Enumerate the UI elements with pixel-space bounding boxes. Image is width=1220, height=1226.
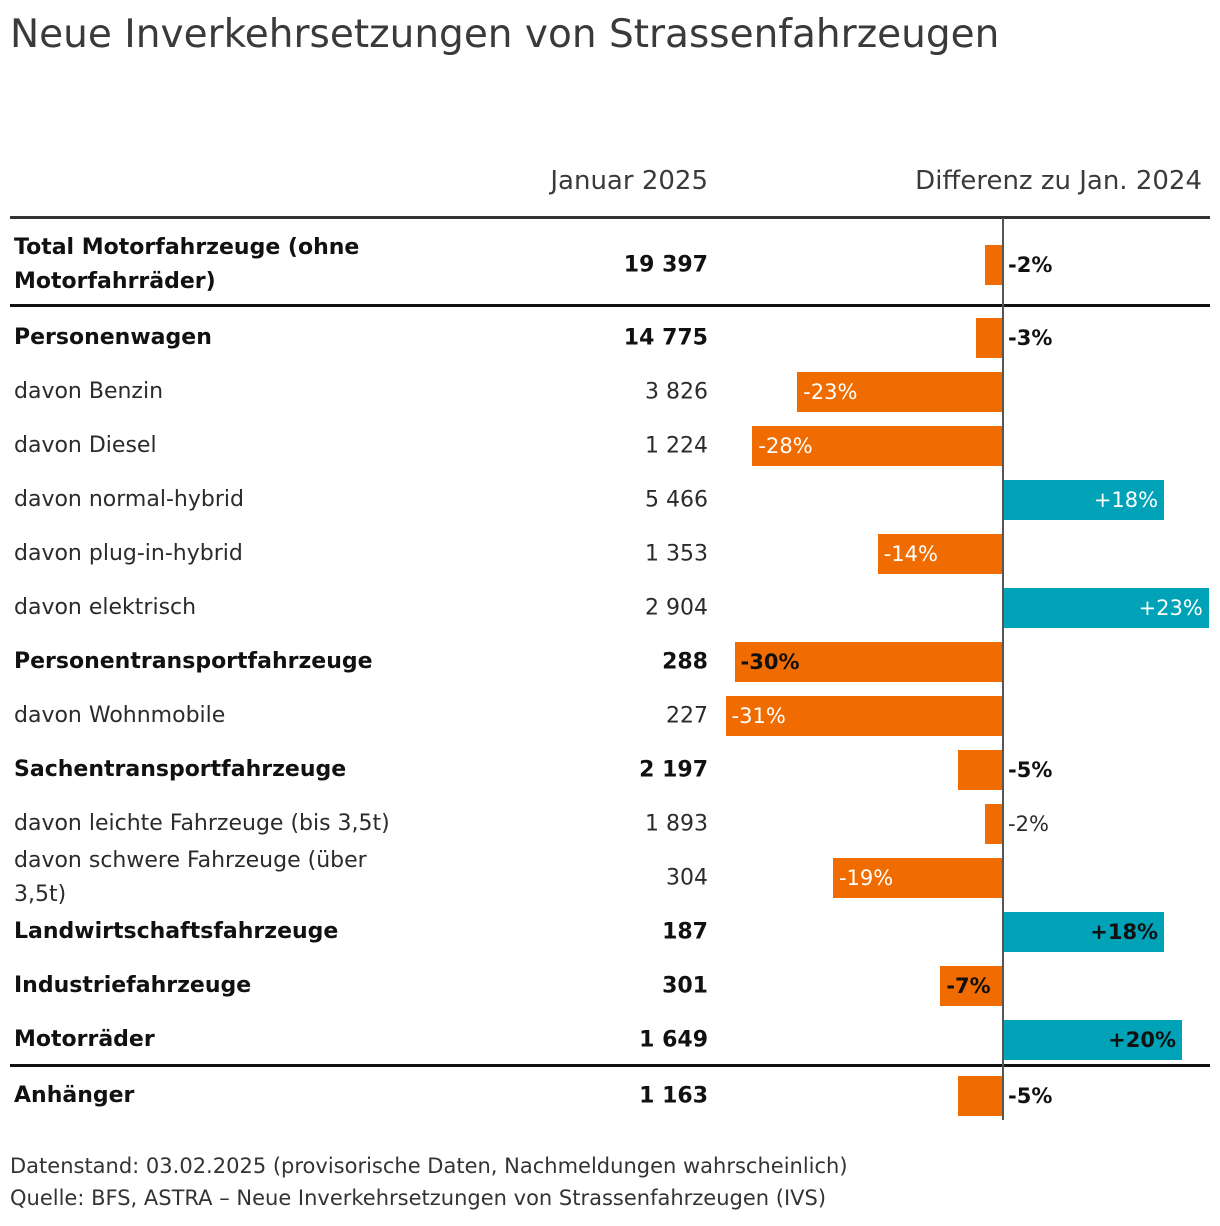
diff-label-total-motorfahrzeuge-ohne-motorfahrrader: -2% — [1008, 253, 1053, 277]
column-header-january-2025: Januar 2025 — [550, 166, 708, 196]
row-label: Landwirtschaftsfahrzeuge — [14, 919, 339, 944]
diff-bar-davon-wohnmobile — [725, 696, 1003, 736]
row-value: 3 826 — [645, 379, 708, 405]
row-value: 19 397 — [623, 252, 708, 278]
row-value: 2 197 — [639, 757, 708, 783]
row-value: 2 904 — [645, 595, 708, 621]
diff-label-davon-normal-hybrid: +18% — [1093, 488, 1159, 512]
row-label: Personenwagen — [14, 325, 212, 350]
zero-axis-line — [1002, 218, 1004, 1120]
row-davon-benzin: davon Benzin 3 826 -23% — [0, 365, 1220, 419]
row-davon-plug-in-hybrid: davon plug-in-hybrid 1 353 -14% — [0, 527, 1220, 581]
row-label: Total Motorfahrzeuge (ohne Motorfahrräde… — [14, 235, 360, 294]
diff-bar-davon-diesel — [752, 426, 1003, 466]
row-value: 1 224 — [645, 433, 708, 459]
diff-label-davon-wohnmobile: -31% — [731, 704, 786, 728]
diff-bar-personentransportfahrzeuge — [734, 642, 1003, 682]
row-landwirtschaftsfahrzeuge: Landwirtschaftsfahrzeuge 187 +18% — [0, 905, 1220, 959]
row-davon-diesel: davon Diesel 1 224 -28% — [0, 419, 1220, 473]
diff-bar-sachentransportfahrzeuge — [958, 750, 1003, 790]
diff-label-industriefahrzeuge: -7% — [946, 974, 991, 998]
row-davon-leichte-fahrzeuge-bis-3-5t: davon leichte Fahrzeuge (bis 3,5t) 1 893 -… — [0, 797, 1220, 851]
diff-bar-davon-normal-hybrid — [1003, 480, 1165, 520]
row-personenwagen: Personenwagen 14 775 -3% — [0, 311, 1220, 365]
row-motorrader: Motorräder 1 649 +20% — [0, 1013, 1220, 1067]
row-label: Industriefahrzeuge — [14, 973, 252, 998]
diff-label-landwirtschaftsfahrzeuge: +18% — [1090, 920, 1159, 944]
row-value: 1 353 — [645, 541, 708, 567]
row-industriefahrzeuge: Industriefahrzeuge 301 -7% — [0, 959, 1220, 1013]
diff-bar-landwirtschaftsfahrzeuge — [1003, 912, 1165, 952]
footer-source: Quelle: BFS, ASTRA – Neue Inverkehrsetzu… — [10, 1186, 827, 1210]
row-sachentransportfahrzeuge: Sachentransportfahrzeuge 2 197 -5% — [0, 743, 1220, 797]
diff-label-davon-leichte-fahrzeuge-bis-3-5t: -2% — [1008, 812, 1049, 836]
row-label: Motorräder — [14, 1027, 155, 1052]
diff-bar-anhanger — [958, 1076, 1003, 1116]
diff-label-motorrader: +20% — [1108, 1028, 1176, 1052]
row-label: davon Benzin — [14, 379, 164, 404]
chart-title: Neue Inverkehrsetzungen von Strassenfahr… — [10, 12, 1000, 57]
diff-bar-davon-elektrisch — [1003, 588, 1209, 628]
row-label: Sachentransportfahrzeuge — [14, 757, 347, 782]
row-value: 187 — [662, 919, 708, 945]
diff-bar-motorrader — [1003, 1020, 1182, 1060]
row-label: davon Wohnmobile — [14, 703, 226, 728]
row-value: 288 — [662, 649, 708, 675]
diff-label-anhanger: -5% — [1008, 1084, 1053, 1108]
row-value: 301 — [662, 973, 708, 999]
diff-label-davon-plug-in-hybrid: -14% — [883, 542, 938, 566]
row-total-motorfahrzeuge-ohne-motorfahrrader: Total Motorfahrzeuge (ohne Motorfahrräde… — [0, 225, 1220, 305]
diff-bar-total-motorfahrzeuge-ohne-motorfahrrader — [985, 245, 1003, 285]
row-label: davon leichte Fahrzeuge (bis 3,5t) — [14, 811, 390, 836]
row-value: 304 — [666, 865, 708, 891]
diff-label-sachentransportfahrzeuge: -5% — [1008, 758, 1053, 782]
diff-label-personenwagen: -3% — [1008, 326, 1053, 350]
diff-bar-davon-plug-in-hybrid — [877, 534, 1003, 574]
footer-note: Datenstand: 03.02.2025 (provisorische Da… — [10, 1154, 848, 1178]
row-value: 1 163 — [639, 1083, 708, 1109]
row-value: 227 — [666, 703, 708, 729]
row-value: 1 893 — [645, 811, 708, 837]
row-label: davon normal-hybrid — [14, 487, 244, 512]
row-davon-wohnmobile: davon Wohnmobile 227 -31% — [0, 689, 1220, 743]
diff-bar-personenwagen — [976, 318, 1003, 358]
diff-bar-davon-schwere-fahrzeuge-uber-3-5t — [832, 858, 1003, 898]
row-value: 5 466 — [645, 487, 708, 513]
diff-label-davon-elektrisch: +23% — [1138, 596, 1203, 620]
diff-label-davon-diesel: -28% — [758, 434, 813, 458]
row-label: davon schwere Fahrzeuge (über 3,5t) — [14, 848, 367, 907]
row-label: davon plug-in-hybrid — [14, 541, 243, 566]
row-label: davon Diesel — [14, 433, 157, 458]
row-davon-schwere-fahrzeuge-uber-3-5t: davon schwere Fahrzeuge (über 3,5t) 304 -1… — [0, 848, 1220, 907]
row-label: davon elektrisch — [14, 595, 197, 620]
row-personentransportfahrzeuge: Personentransportfahrzeuge 288 -30% — [0, 635, 1220, 689]
row-label: Personentransportfahrzeuge — [14, 649, 373, 674]
diff-label-davon-schwere-fahrzeuge-uber-3-5t: -19% — [838, 866, 894, 890]
column-header-difference: Differenz zu Jan. 2024 — [915, 166, 1202, 196]
row-anhanger: Anhänger 1 163 -5% — [0, 1069, 1220, 1123]
row-davon-normal-hybrid: davon normal-hybrid 5 466 +18% — [0, 473, 1220, 527]
diff-label-davon-benzin: -23% — [803, 380, 858, 404]
table-top-rule — [10, 216, 1210, 219]
diff-label-personentransportfahrzeuge: -30% — [740, 650, 800, 674]
row-value: 1 649 — [639, 1027, 708, 1053]
rule-above-anhaenger — [10, 1064, 1210, 1067]
row-label: Anhänger — [14, 1083, 135, 1108]
row-davon-elektrisch: davon elektrisch 2 904 +23% — [0, 581, 1220, 635]
diff-bar-davon-leichte-fahrzeuge-bis-3-5t — [985, 804, 1003, 844]
rule-below-total — [10, 304, 1210, 307]
diff-bar-davon-benzin — [797, 372, 1003, 412]
diff-bar-industriefahrzeuge — [940, 966, 1003, 1006]
row-value: 14 775 — [623, 325, 708, 351]
